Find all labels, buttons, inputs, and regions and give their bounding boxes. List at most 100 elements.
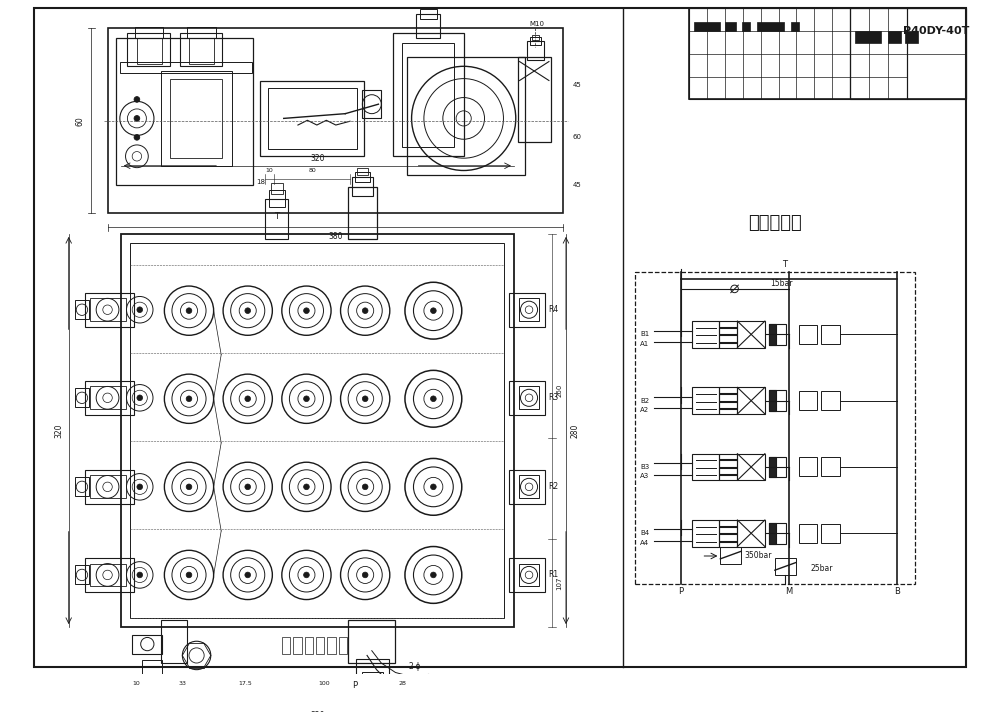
Bar (850, 8, 907, 100)
Circle shape (137, 307, 143, 313)
Bar (132, 634, 162, 654)
Text: 107: 107 (556, 577, 562, 590)
Bar (362, 673, 383, 684)
Bar (757, 22, 784, 31)
Text: A1: A1 (640, 341, 649, 347)
Text: A4: A4 (640, 540, 649, 545)
Bar (527, 41, 544, 60)
Bar (90, 564, 126, 586)
Bar (519, 387, 539, 409)
Bar (689, 8, 850, 100)
Text: 15bar: 15bar (771, 278, 793, 288)
Bar (737, 321, 765, 347)
Text: 2-ϕ: 2-ϕ (408, 662, 421, 671)
Bar (75, 565, 89, 585)
Bar (692, 520, 719, 547)
Bar (850, 8, 966, 100)
Bar (362, 90, 381, 118)
Circle shape (431, 308, 436, 313)
Bar (135, 26, 163, 38)
Bar (907, 8, 966, 100)
Bar (532, 35, 539, 40)
Text: R3: R3 (549, 393, 559, 402)
Bar (769, 523, 776, 544)
Bar (692, 454, 719, 480)
Circle shape (304, 572, 309, 577)
Bar (719, 454, 737, 480)
Text: 25bar: 25bar (811, 564, 833, 573)
Bar (75, 388, 89, 407)
Bar (90, 387, 126, 409)
Text: 60: 60 (573, 135, 582, 140)
Text: 280: 280 (571, 424, 580, 438)
Text: M10: M10 (529, 21, 544, 26)
Bar (85, 293, 134, 327)
Text: R4: R4 (549, 305, 559, 314)
Bar (769, 390, 786, 411)
Circle shape (137, 572, 143, 577)
Bar (85, 558, 134, 592)
Bar (265, 199, 288, 239)
Bar (737, 520, 765, 547)
Bar (775, 558, 796, 575)
Text: B2: B2 (640, 398, 649, 404)
Bar (509, 470, 545, 504)
Text: 33: 33 (178, 681, 186, 686)
Bar (769, 324, 776, 345)
Bar (282, 637, 290, 654)
Bar (821, 458, 840, 476)
Circle shape (245, 484, 251, 490)
Bar (530, 37, 541, 45)
Bar (352, 177, 373, 196)
Circle shape (362, 484, 368, 490)
Bar (268, 88, 357, 149)
Bar (509, 293, 545, 327)
Text: M: M (785, 587, 793, 597)
Bar (737, 454, 765, 480)
Text: 350bar: 350bar (745, 550, 772, 560)
Bar (271, 183, 283, 194)
Bar (769, 324, 786, 345)
Text: A3: A3 (640, 473, 649, 479)
Bar (348, 620, 395, 663)
Bar (85, 470, 134, 504)
Text: 28: 28 (399, 681, 407, 686)
Bar (799, 524, 817, 543)
Bar (519, 298, 539, 321)
Bar (888, 31, 901, 43)
Bar (518, 57, 551, 142)
Text: 60: 60 (76, 116, 85, 125)
Bar (75, 477, 89, 496)
Bar (769, 456, 776, 477)
Text: 10: 10 (266, 168, 273, 173)
Circle shape (304, 484, 309, 490)
Bar (120, 61, 252, 73)
Bar (769, 390, 776, 411)
Text: A2: A2 (640, 407, 649, 413)
Circle shape (137, 395, 143, 401)
Circle shape (362, 396, 368, 402)
Bar (719, 321, 737, 347)
Circle shape (186, 484, 192, 490)
Bar (85, 381, 134, 415)
Bar (357, 167, 368, 175)
Circle shape (134, 97, 140, 103)
Text: 80: 80 (308, 168, 316, 173)
Bar (635, 272, 915, 585)
Bar (791, 22, 799, 31)
Bar (719, 387, 737, 414)
Bar (108, 28, 563, 213)
Bar (821, 325, 840, 344)
Bar (75, 300, 89, 319)
Bar (187, 26, 216, 38)
Bar (769, 523, 786, 544)
Circle shape (245, 308, 251, 313)
Circle shape (245, 396, 251, 402)
Bar (799, 325, 817, 344)
Text: 260: 260 (556, 384, 562, 397)
Text: 10: 10 (132, 681, 140, 686)
Text: 100: 100 (319, 681, 330, 686)
Bar (355, 172, 370, 182)
Bar (509, 381, 545, 415)
Bar (720, 547, 741, 564)
